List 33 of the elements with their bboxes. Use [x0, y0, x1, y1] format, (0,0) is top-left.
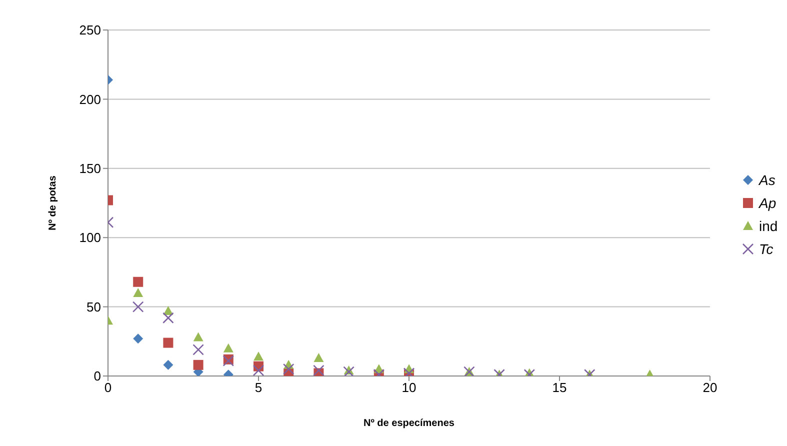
- point: [133, 334, 144, 344]
- legend-label: Ap: [759, 194, 776, 210]
- y-tick-label: 100: [79, 230, 101, 246]
- point: [223, 343, 234, 352]
- point: [193, 360, 204, 370]
- y-tick-label: 250: [79, 22, 101, 38]
- y-axis-title: Nº de potas: [48, 175, 59, 230]
- point: [132, 301, 144, 312]
- point: [314, 353, 324, 362]
- legend-label: Tc: [759, 240, 774, 256]
- y-tick-label: 150: [79, 161, 101, 176]
- legend-label: As: [759, 172, 776, 188]
- point: [162, 312, 174, 324]
- point: [313, 364, 324, 376]
- y-tick-label: 200: [79, 92, 101, 107]
- point: [163, 360, 174, 370]
- point: [254, 352, 264, 361]
- x-tick-label: 5: [254, 380, 262, 396]
- x-axis-title: Nº de especímenes: [364, 418, 455, 429]
- y-tick-label: 0: [94, 368, 101, 384]
- point: [163, 338, 174, 348]
- point: [282, 363, 294, 375]
- point: [252, 364, 264, 376]
- legend-label: ind: [759, 218, 778, 234]
- point: [192, 344, 204, 356]
- x-tick-label: 0: [104, 380, 112, 396]
- point: [133, 276, 144, 287]
- x-tick-label: 10: [402, 380, 416, 396]
- x-tick-label: 15: [552, 380, 567, 396]
- y-tick-label: 50: [86, 299, 101, 314]
- x-tick-label: 20: [702, 380, 718, 396]
- point: [133, 288, 144, 297]
- point: [193, 332, 204, 342]
